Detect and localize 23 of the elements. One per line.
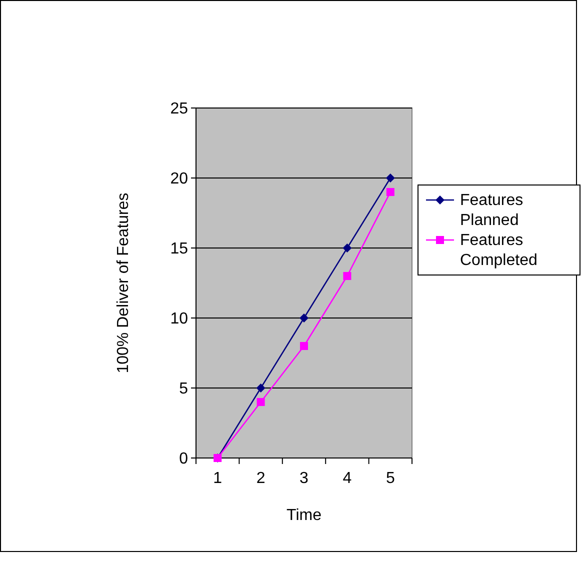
y-tick-label: 10 bbox=[170, 310, 188, 328]
point bbox=[386, 174, 395, 182]
y-tick-label: 5 bbox=[179, 380, 188, 398]
legend-label: Features Completed bbox=[460, 232, 538, 269]
legend-label: Features Planned bbox=[460, 192, 524, 229]
y-tick-label: 20 bbox=[170, 170, 188, 188]
x-tick-label: 3 bbox=[300, 470, 309, 487]
x-tick-label: 1 bbox=[213, 470, 222, 487]
y-axis-title: 100% Deliver of Features bbox=[115, 192, 132, 374]
y-tick-label: 25 bbox=[170, 100, 188, 118]
x-tick-label: 5 bbox=[386, 470, 395, 487]
point bbox=[343, 272, 352, 280]
x-axis-title: Time bbox=[286, 507, 322, 524]
x-tick-label: 4 bbox=[342, 470, 352, 487]
y-tick-label: 15 bbox=[170, 240, 188, 258]
point bbox=[300, 342, 308, 350]
x-tick-label: 2 bbox=[256, 470, 266, 487]
point bbox=[342, 244, 352, 252]
point bbox=[256, 384, 266, 392]
point bbox=[256, 398, 265, 406]
point bbox=[386, 188, 394, 196]
point bbox=[300, 314, 308, 322]
y-tick-label: 0 bbox=[179, 450, 188, 468]
